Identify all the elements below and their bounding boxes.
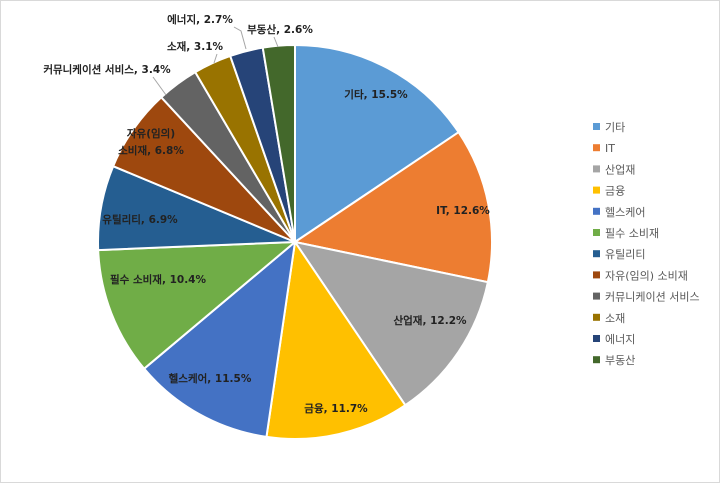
legend-label-자유-임의-소비재: 자유(임의) 소비재	[605, 269, 688, 282]
data-label-소재: 소재, 3.1%	[167, 40, 224, 53]
legend-label-유틸리티: 유틸리티	[605, 248, 645, 261]
data-label-IT: IT, 12.6%	[436, 205, 490, 217]
legend-label-부동산: 부동산	[605, 354, 635, 367]
data-label-커뮤니케이션-서비스: 커뮤니케이션 서비스, 3.4%	[43, 63, 171, 76]
legend-label-헬스케어: 헬스케어	[605, 206, 645, 219]
leader-lines	[152, 26, 279, 96]
legend-swatch-소재	[593, 313, 600, 321]
legend-label-산업재: 산업재	[605, 163, 635, 176]
pie-slice-필수-소비재	[97, 240, 298, 371]
data-label-자유-임의-소비재: 자유(임의) 소비재, 6.8%	[118, 127, 184, 157]
pie-slice-부동산	[261, 43, 296, 243]
data-labels: 기타, 15.5% IT, 12.6% 산업재, 12.2% 금융, 11.7% 헬스케…	[43, 13, 490, 415]
leader-line-에너지	[233, 26, 247, 50]
legend-swatch-산업재	[593, 165, 600, 173]
data-label-헬스케어: 헬스케어, 11.5%	[169, 372, 252, 385]
legend-swatch-자유-임의-소비재	[593, 271, 600, 279]
data-label-유틸리티: 유틸리티, 6.9%	[102, 213, 178, 226]
leader-line-부동산	[273, 36, 279, 48]
pie-slice-산업재	[292, 240, 490, 407]
legend-swatch-필수-소비재	[593, 229, 600, 236]
data-label-필수-소비재: 필수 소비재, 10.4%	[110, 273, 207, 286]
data-label-부동산: 부동산, 2.6%	[247, 23, 313, 36]
legend-label-소재: 소재	[605, 312, 625, 325]
legend-label-필수-소비재: 필수 소비재	[605, 227, 659, 240]
legend-swatch-유틸리티	[593, 250, 600, 258]
legend-label-에너지: 에너지	[605, 333, 635, 346]
pie-slice-금융	[265, 239, 407, 440]
data-label-산업재: 산업재, 12.2%	[393, 314, 467, 327]
data-label-금융: 금융, 11.7%	[304, 403, 368, 415]
pie-slice-헬스케어	[142, 239, 297, 439]
legend-swatch-커뮤니케이션-서비스	[593, 292, 600, 300]
legend-swatch-에너지	[593, 335, 600, 342]
pie-slices	[97, 43, 493, 440]
legend-swatch-기타	[593, 123, 600, 130]
legend-label-기타: 기타	[605, 121, 625, 134]
legend-label-IT: IT	[605, 142, 615, 155]
leader-line-커뮤니케이션-서비스	[152, 76, 167, 96]
pie-slice-기타	[294, 43, 460, 244]
data-label-에너지: 에너지, 2.7%	[167, 13, 233, 26]
legend-swatch-금융	[593, 186, 600, 194]
legend-swatch-부동산	[593, 356, 600, 364]
leader-line-소재	[213, 53, 218, 64]
legend-label-금융: 금융	[605, 185, 625, 198]
legend-label-커뮤니케이션-서비스: 커뮤니케이션 서비스	[605, 291, 700, 304]
legend-swatch-헬스케어	[593, 207, 600, 215]
legend-swatch-IT	[593, 144, 600, 152]
pie-slice-IT	[292, 130, 493, 284]
data-label-기타: 기타, 15.5%	[344, 88, 408, 101]
